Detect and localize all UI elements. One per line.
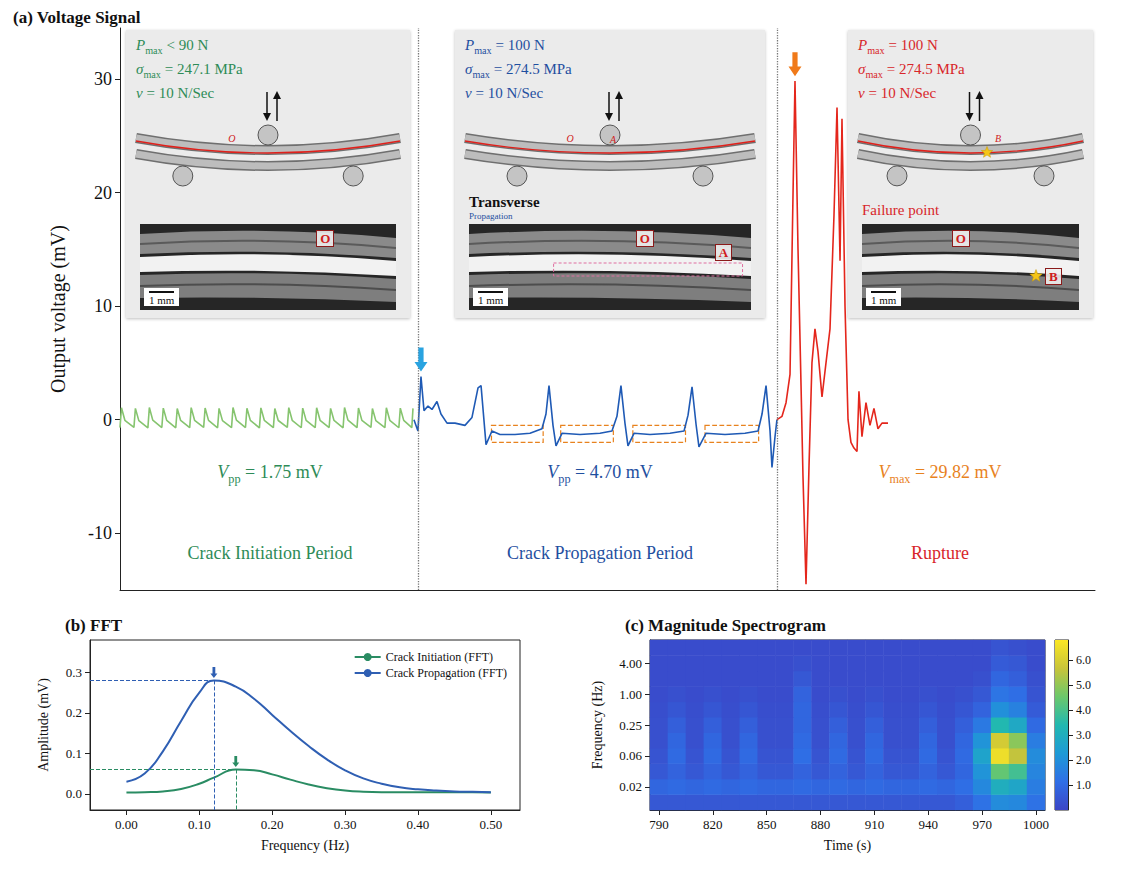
svg-text:20: 20 [94, 183, 112, 203]
svg-text:880: 880 [811, 817, 831, 832]
svg-text:910: 910 [865, 817, 885, 832]
svg-text:0.3: 0.3 [66, 665, 82, 680]
svg-text:O: O [567, 133, 574, 144]
svg-text:0.25: 0.25 [619, 718, 642, 733]
svg-text:0.50: 0.50 [479, 817, 502, 832]
html-text:Propagation: Propagation [469, 211, 513, 221]
html-text:σmax= 274.5 MPa: σmax= 274.5 MPa [465, 61, 572, 80]
svg-text:(c) Magnitude Spectrogram: (c) Magnitude Spectrogram [625, 616, 826, 635]
svg-text:820: 820 [703, 817, 723, 832]
svg-text:1.00: 1.00 [619, 687, 642, 702]
html-text:Failure point: Failure point [862, 202, 940, 218]
svg-text:(b) FFT: (b) FFT [65, 616, 123, 635]
svg-text:2.0: 2.0 [1076, 753, 1091, 767]
svg-text:0.06: 0.06 [619, 748, 642, 763]
html-text:Pmax= 100 N: Pmax= 100 N [858, 37, 938, 56]
svg-text:Time (s): Time (s) [824, 838, 872, 854]
html-text:v = 10 N/Sec: v = 10 N/Sec [858, 85, 936, 101]
html-text:1 mm: 1 mm [478, 294, 504, 306]
html-text:A: A [718, 245, 729, 260]
svg-text:4.00: 4.00 [619, 656, 642, 671]
html-text:O: O [955, 231, 966, 246]
html-text:Pmax< 90 N: Pmax< 90 N [136, 37, 209, 56]
svg-text:-10: -10 [88, 523, 112, 543]
svg-text:Amplitude (mV): Amplitude (mV) [36, 678, 52, 772]
html-text:σmax= 274.5 MPa: σmax= 274.5 MPa [858, 61, 965, 80]
svg-text:0.0: 0.0 [66, 786, 82, 801]
svg-text:0.40: 0.40 [407, 817, 430, 832]
svg-text:0.00: 0.00 [115, 817, 138, 832]
html-text:v = 10 N/Sec: v = 10 N/Sec [136, 85, 214, 101]
svg-text:1.0: 1.0 [1076, 778, 1091, 792]
svg-text:Output voltage (mV): Output voltage (mV) [47, 225, 70, 393]
html-text:Crack Initiation Period: Crack Initiation Period [187, 543, 353, 563]
svg-text:O: O [228, 133, 235, 144]
html-text:v = 10 N/Sec: v = 10 N/Sec [465, 85, 543, 101]
svg-text:6.0: 6.0 [1076, 653, 1091, 667]
svg-text:B: B [995, 133, 1001, 144]
html-text:Rupture: Rupture [911, 543, 969, 563]
svg-text:0.30: 0.30 [334, 817, 357, 832]
svg-text:Crack Propagation (FFT): Crack Propagation (FFT) [386, 666, 507, 680]
html-text:Pmax= 100 N: Pmax= 100 N [465, 37, 545, 56]
html-text:1 mm: 1 mm [149, 294, 175, 306]
html-text:Vmax= 29.82 mV: Vmax= 29.82 mV [878, 462, 1002, 486]
svg-text:10: 10 [94, 296, 112, 316]
svg-text:0.02: 0.02 [619, 779, 642, 794]
html-text:Vpp= 4.70 mV: Vpp= 4.70 mV [547, 462, 653, 486]
html-text:σmax= 247.1 MPa: σmax= 247.1 MPa [136, 61, 243, 80]
svg-text:940: 940 [919, 817, 939, 832]
svg-text:850: 850 [757, 817, 777, 832]
svg-text:Crack Initiation (FFT): Crack Initiation (FFT) [386, 650, 493, 664]
svg-text:Frequency (Hz): Frequency (Hz) [590, 681, 606, 770]
svg-text:970: 970 [972, 817, 992, 832]
svg-text:0.1: 0.1 [66, 746, 82, 761]
svg-text:(a) Voltage Signal: (a) Voltage Signal [13, 8, 141, 27]
svg-text:0.10: 0.10 [188, 817, 211, 832]
html-text:B: B [1049, 269, 1058, 284]
svg-text:5.0: 5.0 [1076, 678, 1091, 692]
html-text:Vpp= 1.75 mV: Vpp= 1.75 mV [217, 462, 323, 486]
html-text:Crack Propagation Period: Crack Propagation Period [507, 543, 693, 563]
svg-text:0: 0 [103, 410, 112, 430]
html-text:Transverse: Transverse [469, 194, 540, 210]
html-text:O: O [639, 231, 650, 246]
html-text:O: O [320, 231, 331, 246]
svg-text:0.2: 0.2 [66, 705, 82, 720]
svg-text:3.0: 3.0 [1076, 728, 1091, 742]
svg-text:1000: 1000 [1023, 817, 1049, 832]
svg-text:0.20: 0.20 [261, 817, 284, 832]
svg-text:A: A [609, 134, 617, 145]
svg-text:4.0: 4.0 [1076, 703, 1091, 717]
svg-text:790: 790 [649, 817, 669, 832]
html-text:1 mm: 1 mm [871, 294, 897, 306]
svg-text:30: 30 [94, 69, 112, 89]
svg-text:Frequency (Hz): Frequency (Hz) [261, 838, 350, 854]
